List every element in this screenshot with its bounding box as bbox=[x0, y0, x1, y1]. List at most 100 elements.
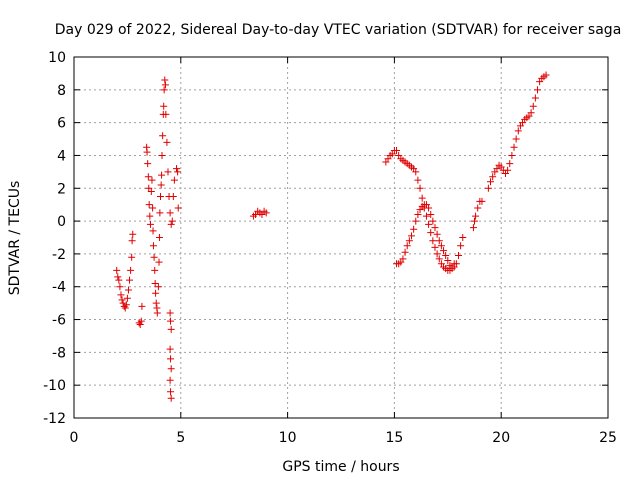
data-point bbox=[127, 266, 135, 274]
data-point bbox=[407, 232, 415, 240]
y-tick-label: -12 bbox=[43, 411, 66, 427]
x-tick-label: 10 bbox=[279, 430, 297, 446]
data-point bbox=[166, 376, 174, 384]
data-point bbox=[484, 184, 492, 192]
data-point bbox=[457, 242, 465, 250]
x-tick-label: 0 bbox=[70, 430, 79, 446]
data-point bbox=[504, 166, 512, 174]
axis-ticks bbox=[73, 56, 609, 419]
y-tick-label: 10 bbox=[48, 50, 66, 66]
y-tick-label: -2 bbox=[52, 247, 66, 263]
y-tick-label: 2 bbox=[57, 181, 66, 197]
data-point bbox=[429, 217, 437, 225]
data-point bbox=[393, 147, 401, 155]
data-point bbox=[170, 176, 178, 184]
data-point bbox=[166, 209, 174, 217]
data-point bbox=[167, 317, 175, 325]
y-tick-label: 8 bbox=[57, 83, 66, 99]
data-point bbox=[128, 237, 136, 245]
data-point bbox=[157, 192, 165, 200]
data-point bbox=[471, 217, 478, 225]
data-point bbox=[160, 102, 168, 110]
data-point bbox=[123, 294, 131, 302]
data-point bbox=[412, 168, 420, 176]
data-point bbox=[158, 151, 166, 159]
data-point bbox=[156, 209, 164, 217]
data-point bbox=[469, 224, 477, 232]
data-point bbox=[153, 309, 161, 317]
data-point bbox=[150, 253, 158, 261]
data-point bbox=[510, 143, 518, 151]
data-series bbox=[113, 71, 550, 402]
y-tick-label: -4 bbox=[52, 280, 66, 296]
data-point bbox=[410, 225, 418, 233]
data-point bbox=[159, 132, 167, 140]
data-point bbox=[152, 289, 160, 297]
y-tick-label: 4 bbox=[57, 148, 66, 164]
plot-frame bbox=[73, 56, 609, 419]
data-point bbox=[167, 388, 175, 396]
data-point bbox=[262, 209, 270, 217]
data-point bbox=[435, 237, 443, 245]
data-point bbox=[160, 86, 168, 94]
data-point bbox=[174, 168, 182, 176]
data-point bbox=[442, 252, 450, 260]
y-tick-label: -6 bbox=[52, 313, 66, 329]
y-tick-label: -10 bbox=[43, 378, 66, 394]
data-point bbox=[433, 250, 441, 258]
data-point bbox=[146, 220, 154, 228]
data-point bbox=[534, 86, 542, 94]
data-point bbox=[529, 102, 537, 110]
data-point bbox=[155, 234, 163, 241]
data-point bbox=[452, 260, 460, 268]
data-point bbox=[136, 320, 144, 328]
data-point bbox=[124, 286, 132, 294]
data-point bbox=[167, 365, 175, 373]
tick-labels: 0 5 10 15 20 25 -12 -10 -8 -6 -4 -2 0 2 4 6 8 10 bbox=[43, 50, 617, 446]
data-point bbox=[143, 148, 151, 156]
data-point bbox=[128, 253, 136, 261]
data-point bbox=[117, 291, 125, 299]
data-point bbox=[129, 230, 137, 238]
data-point bbox=[401, 248, 409, 256]
data-point bbox=[459, 234, 467, 241]
x-axis-label: GPS time / hours bbox=[282, 459, 399, 475]
data-point bbox=[149, 227, 157, 235]
y-tick-label: -8 bbox=[52, 345, 66, 361]
data-point bbox=[114, 273, 122, 281]
data-point bbox=[149, 204, 157, 212]
data-point bbox=[168, 217, 176, 225]
data-point bbox=[155, 258, 163, 266]
data-point bbox=[422, 212, 430, 220]
data-point bbox=[433, 230, 441, 238]
data-point bbox=[149, 242, 157, 250]
data-point bbox=[412, 217, 420, 225]
data-point bbox=[144, 160, 152, 168]
data-point bbox=[167, 355, 175, 363]
data-point bbox=[174, 204, 182, 212]
data-point bbox=[163, 138, 171, 146]
data-point bbox=[122, 301, 130, 309]
data-point bbox=[414, 211, 422, 219]
data-point bbox=[118, 296, 126, 304]
x-tick-label: 15 bbox=[385, 430, 403, 446]
data-point bbox=[137, 317, 145, 325]
data-point bbox=[542, 71, 550, 79]
data-point bbox=[119, 299, 127, 307]
y-tick-label: 0 bbox=[57, 214, 66, 230]
data-point bbox=[444, 256, 452, 264]
grid bbox=[74, 57, 608, 418]
data-point bbox=[167, 325, 175, 333]
data-point bbox=[138, 302, 146, 310]
data-point bbox=[489, 173, 497, 181]
data-point bbox=[431, 224, 439, 232]
data-point bbox=[437, 242, 445, 250]
data-point bbox=[121, 304, 129, 312]
data-point bbox=[173, 165, 181, 173]
data-point bbox=[405, 237, 413, 245]
data-point bbox=[148, 176, 156, 184]
data-point bbox=[427, 229, 435, 237]
chart-title: Day 029 of 2022, Sidereal Day-to-day VTE… bbox=[55, 22, 622, 38]
data-point bbox=[126, 276, 134, 284]
data-point bbox=[161, 76, 169, 84]
